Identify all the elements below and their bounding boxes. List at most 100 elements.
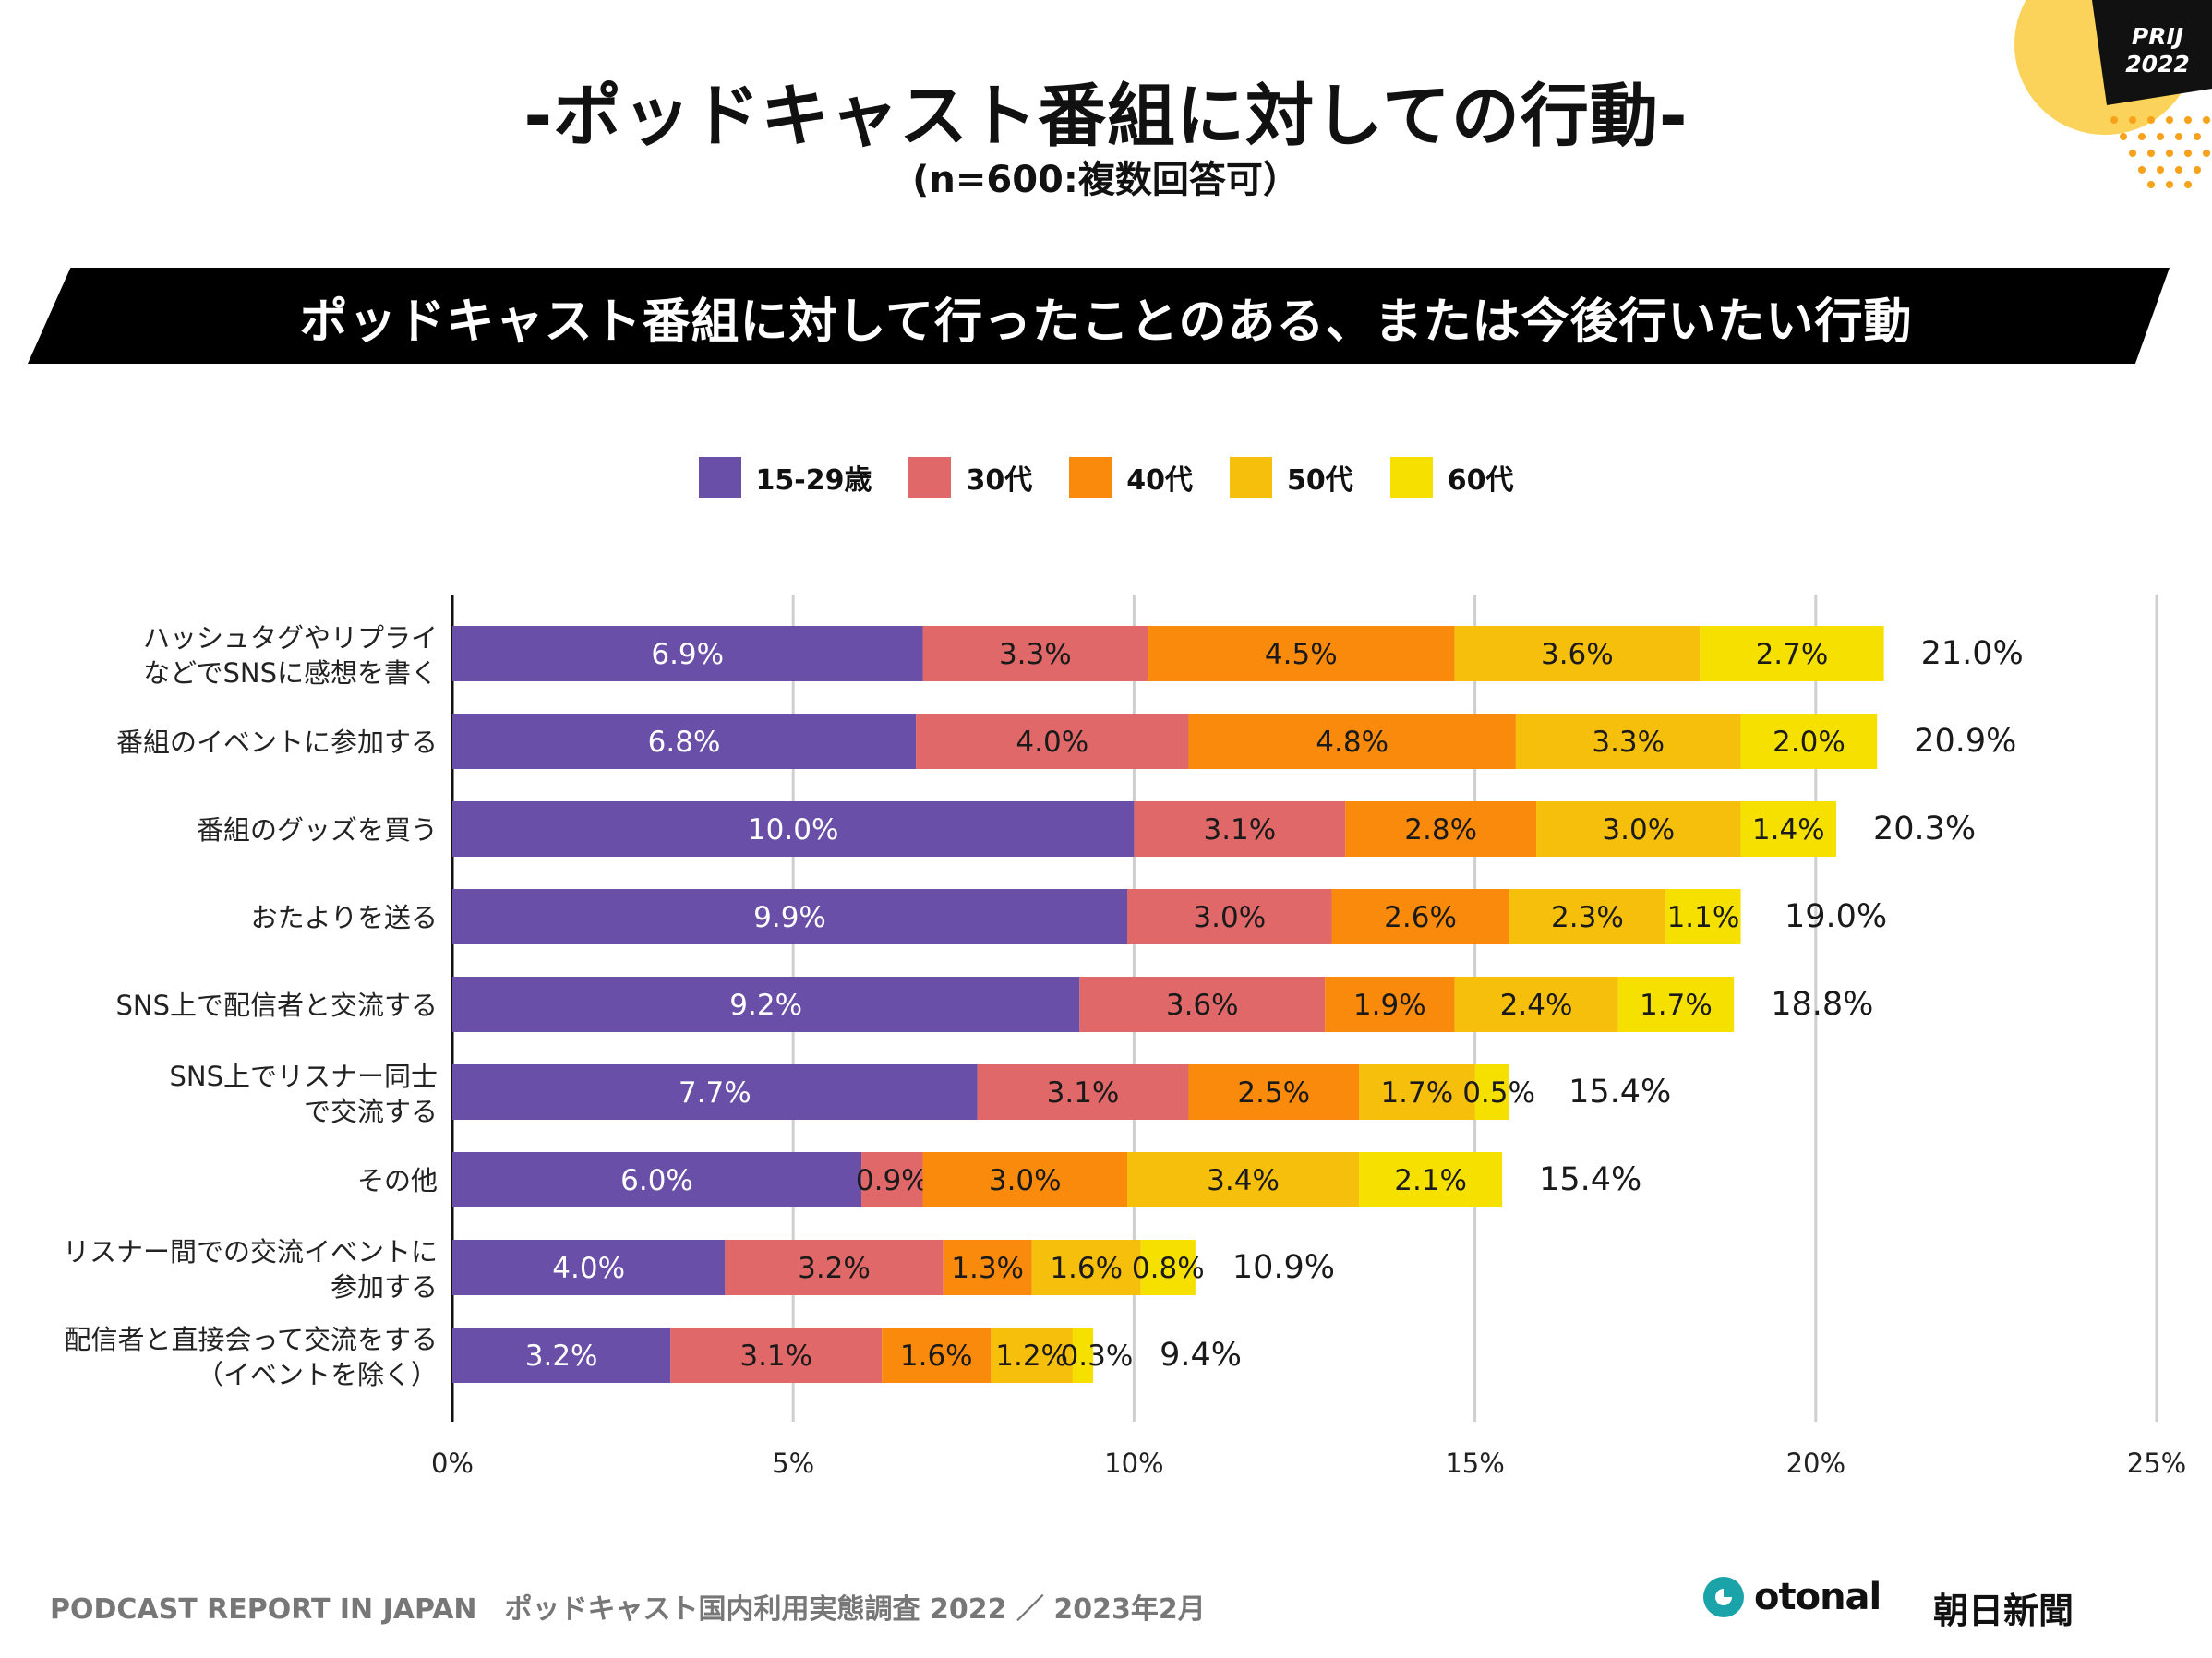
data-label: 3.0% <box>1193 901 1266 934</box>
bar-segment <box>670 1328 883 1383</box>
category-label: 番組のグッズを買う <box>197 814 438 846</box>
data-label: 3.1% <box>739 1340 812 1373</box>
bar-segment <box>1515 714 1741 769</box>
data-label: 6.0% <box>620 1164 693 1197</box>
bar-segment <box>916 714 1189 769</box>
category-label: おたよりを送る <box>251 902 438 933</box>
data-label: 2.0% <box>1773 726 1845 759</box>
section-banner-text: ポッドキャスト番組に対して行ったことのある、または今後行いたい行動 <box>299 294 1913 350</box>
data-label: 3.2% <box>798 1252 871 1285</box>
bar-segment <box>452 714 917 769</box>
bar-segment <box>1031 1240 1141 1295</box>
bar-segment <box>452 889 1128 944</box>
data-label: 3.2% <box>525 1340 598 1373</box>
bar-segment <box>1140 1240 1196 1295</box>
category-label: で交流する <box>304 1096 438 1127</box>
legend-item-30s: 30代 <box>908 457 1032 498</box>
page-title: -ポッドキャスト番組に対しての行動- <box>523 77 1689 156</box>
bar-segment <box>452 977 1080 1032</box>
bar-segment <box>1665 889 1741 944</box>
data-label: 6.9% <box>651 638 724 671</box>
bar-segment <box>452 1152 862 1207</box>
total-label: 20.3% <box>1873 811 1976 847</box>
legend-swatch-40s <box>1069 457 1112 498</box>
bar-segment <box>452 626 923 681</box>
x-tick-label: 25% <box>2127 1448 2186 1479</box>
bar-segment <box>1740 801 1836 857</box>
otonal-logo: otonal <box>1702 1576 1881 1618</box>
category-label: SNS上でリスナー同士 <box>169 1061 438 1092</box>
bar-segment <box>1325 977 1455 1032</box>
data-label: 1.6% <box>900 1340 973 1373</box>
legend-label-50s: 50代 <box>1286 464 1353 497</box>
bar-segment <box>861 1152 923 1207</box>
total-label: 15.4% <box>1569 1074 1671 1111</box>
data-label: 2.4% <box>1500 989 1573 1022</box>
bar-segment <box>977 1064 1189 1120</box>
bar-segment <box>1700 626 1884 681</box>
data-label: 3.3% <box>999 638 1072 671</box>
bar-segment <box>1127 889 1332 944</box>
x-tick-label: 20% <box>1786 1448 1845 1479</box>
data-label: 3.1% <box>1047 1076 1120 1110</box>
data-label: 3.0% <box>989 1164 1062 1197</box>
badge-box <box>2092 0 2212 105</box>
bar-segment <box>1509 889 1666 944</box>
total-label: 15.4% <box>1539 1161 1641 1198</box>
data-label: 0.9% <box>856 1164 929 1197</box>
data-label: 1.2% <box>995 1340 1068 1373</box>
bar-segment <box>452 1240 726 1295</box>
prij-badge: PRIJ 2022 <box>2014 0 2212 188</box>
bar-segment <box>1331 889 1509 944</box>
data-label: 2.8% <box>1404 813 1477 847</box>
bar-segment <box>1127 1152 1360 1207</box>
bar-segment <box>1134 801 1346 857</box>
data-label: 1.1% <box>1667 901 1740 934</box>
data-label: 2.3% <box>1551 901 1624 934</box>
data-label: 0.8% <box>1132 1252 1205 1285</box>
data-label: 2.7% <box>1756 638 1829 671</box>
x-tick-label: 15% <box>1445 1448 1504 1479</box>
data-label: 7.7% <box>679 1076 751 1110</box>
bar-segment <box>1188 714 1516 769</box>
data-label: 3.1% <box>1203 813 1276 847</box>
data-label: 4.0% <box>552 1252 625 1285</box>
legend-label-30s: 30代 <box>966 464 1033 497</box>
bar-segment <box>1079 977 1326 1032</box>
badge-line1: PRIJ <box>2132 23 2183 50</box>
category-label: その他 <box>357 1165 438 1196</box>
category-label: SNS上で配信者と交流する <box>115 990 438 1021</box>
legend-item-50s: 50代 <box>1229 457 1353 498</box>
asahi-logo: 朝日新聞 <box>1933 1590 2074 1631</box>
bar-segment <box>882 1328 992 1383</box>
data-label: 3.6% <box>1166 989 1239 1022</box>
category-label: 番組のイベントに参加する <box>116 727 438 758</box>
data-label: 3.4% <box>1207 1164 1280 1197</box>
bar-segment <box>1188 1064 1360 1120</box>
data-label: 2.1% <box>1394 1164 1467 1197</box>
legend-label-15-29: 15-29歳 <box>755 464 872 497</box>
otonal-logo-text: otonal <box>1754 1576 1881 1618</box>
x-tick-label: 0% <box>431 1448 474 1479</box>
bar-segment <box>1359 1152 1503 1207</box>
data-label: 2.5% <box>1237 1076 1310 1110</box>
bar-segment <box>1072 1328 1094 1383</box>
data-label: 0.3% <box>1061 1340 1134 1373</box>
data-label: 2.6% <box>1384 901 1457 934</box>
bar-segment <box>1359 1064 1475 1120</box>
category-label: 参加する <box>331 1271 438 1303</box>
category-label: リスナー間での交流イベントに <box>63 1236 438 1268</box>
badge-dots <box>2110 116 2210 188</box>
x-tick-label: 10% <box>1104 1448 1163 1479</box>
data-label: 0.5% <box>1462 1076 1535 1110</box>
category-label: ハッシュタグやリプライ <box>143 622 438 654</box>
total-label: 19.0% <box>1785 898 1887 935</box>
bar-segment <box>452 1064 978 1120</box>
data-label: 3.3% <box>1592 726 1665 759</box>
data-label: 9.9% <box>753 901 826 934</box>
legend-swatch-50s <box>1229 457 1272 498</box>
page-subtitle: (n=600:複数回答可） <box>912 159 1300 201</box>
data-label: 3.6% <box>1541 638 1614 671</box>
bar-segment <box>1454 626 1701 681</box>
